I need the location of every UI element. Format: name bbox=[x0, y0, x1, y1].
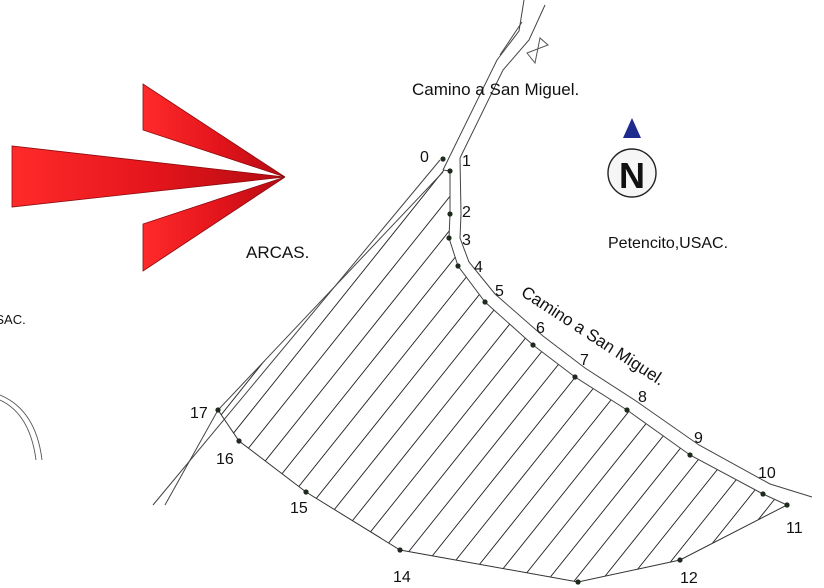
station-number: 10 bbox=[758, 465, 776, 482]
hatch-line bbox=[218, 170, 392, 582]
curve-lines bbox=[0, 394, 43, 461]
north-arrow-icon bbox=[607, 118, 657, 198]
station-point bbox=[530, 342, 536, 348]
station-point bbox=[572, 374, 578, 380]
station-point bbox=[687, 452, 693, 458]
station-number: 7 bbox=[580, 352, 589, 369]
station-point bbox=[760, 491, 766, 497]
hatch-line bbox=[585, 170, 787, 582]
road-direction-icon bbox=[526, 37, 549, 65]
hatch-line bbox=[218, 170, 311, 582]
arcas-label: ARCAS. bbox=[246, 243, 309, 262]
station-number: 16 bbox=[216, 451, 234, 468]
petencito-label: Petencito,USAC. bbox=[608, 235, 728, 252]
hatch-line bbox=[639, 170, 787, 582]
station-number: 2 bbox=[462, 204, 471, 221]
hatch-line bbox=[218, 170, 608, 582]
station-point bbox=[236, 438, 242, 444]
station-point bbox=[447, 168, 453, 174]
station-number: 12 bbox=[680, 570, 698, 587]
hatch-line bbox=[612, 170, 787, 582]
station-number: 15 bbox=[290, 500, 308, 517]
station-number: 8 bbox=[638, 389, 647, 406]
hatch-line bbox=[666, 170, 787, 582]
road-camino-a-san-miguel bbox=[152, 0, 813, 506]
station-point bbox=[455, 263, 461, 269]
station-number: 9 bbox=[694, 430, 703, 447]
station-number: 3 bbox=[462, 232, 471, 249]
hatch-line bbox=[218, 170, 338, 582]
north-label: N bbox=[619, 155, 645, 196]
station-number: 4 bbox=[474, 259, 483, 276]
station-point bbox=[397, 547, 403, 553]
hatch-line bbox=[0, 0, 148, 588]
hatch-line bbox=[218, 170, 473, 582]
hatch-line bbox=[774, 170, 787, 582]
station-number: 1 bbox=[462, 153, 471, 170]
station-point bbox=[447, 211, 453, 217]
station-point bbox=[482, 299, 488, 305]
hatch-line bbox=[747, 170, 787, 582]
station-number: 5 bbox=[495, 283, 504, 300]
hatch-line bbox=[218, 170, 419, 582]
station-point bbox=[215, 407, 221, 413]
hatch-line bbox=[0, 0, 121, 588]
station-point bbox=[575, 579, 581, 585]
station-point bbox=[446, 235, 452, 241]
hatch-line bbox=[218, 170, 446, 582]
hatch-line bbox=[218, 170, 230, 582]
hatch-line bbox=[218, 170, 284, 582]
hatch-line bbox=[720, 170, 787, 582]
station-point bbox=[784, 502, 790, 508]
hatch-line bbox=[0, 0, 67, 588]
red-arrow-icon bbox=[11, 83, 286, 272]
road-label-top: Camino a San Miguel. bbox=[412, 80, 579, 99]
hatch-line bbox=[218, 170, 365, 582]
hatch-line bbox=[693, 170, 787, 582]
station-point bbox=[624, 407, 630, 413]
usac-left-label: USAC. bbox=[0, 312, 26, 327]
hatch-line bbox=[218, 170, 581, 582]
station-point bbox=[303, 489, 309, 495]
hatch-line bbox=[0, 0, 94, 588]
station-number: 6 bbox=[536, 320, 545, 337]
hatch-line bbox=[218, 170, 257, 582]
station-point bbox=[677, 557, 683, 563]
station-number: 0 bbox=[420, 149, 429, 166]
station-point bbox=[440, 156, 446, 162]
station-number: 14 bbox=[393, 569, 411, 586]
hatch-line bbox=[0, 0, 40, 588]
hatch-line bbox=[558, 170, 787, 582]
hatch-line bbox=[0, 0, 202, 588]
station-number: 11 bbox=[786, 520, 803, 537]
hatch-line bbox=[802, 0, 824, 588]
station-number: 17 bbox=[190, 405, 208, 422]
